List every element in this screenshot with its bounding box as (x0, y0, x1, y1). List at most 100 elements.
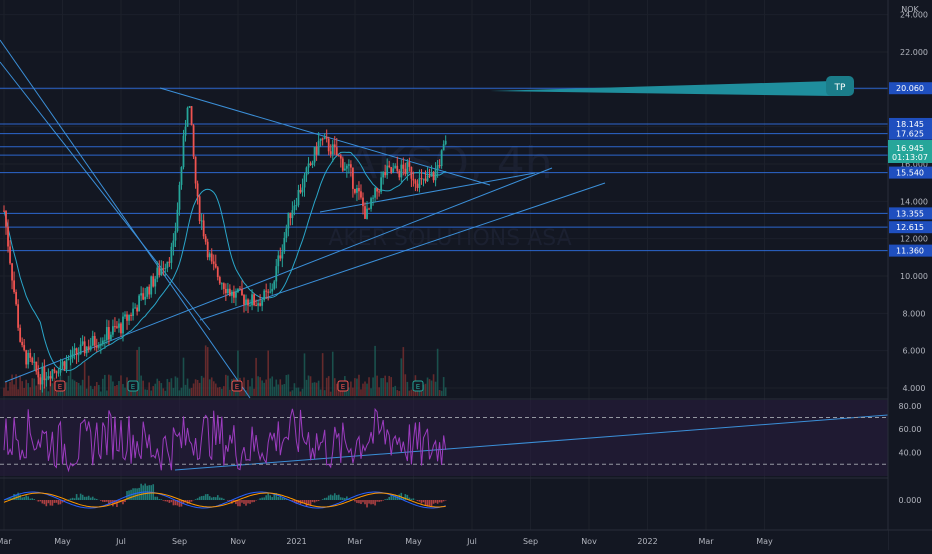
candle-body (74, 348, 76, 350)
macd-histogram-bar (90, 498, 92, 500)
candle-body (302, 188, 304, 193)
candle-body (348, 164, 350, 165)
volume-bar (263, 383, 265, 396)
candle-body (249, 305, 251, 306)
candle-body (56, 371, 58, 373)
volume-bar (336, 384, 338, 396)
candle-body (33, 362, 35, 363)
candle-body (45, 379, 47, 381)
candle-body (283, 238, 285, 252)
candle-body (132, 309, 134, 316)
macd-histogram-bar (358, 500, 360, 503)
candle-body (11, 263, 13, 280)
macd-histogram-bar (431, 500, 433, 506)
candle-body (217, 267, 219, 277)
volume-bar (300, 392, 302, 396)
volume-bar (314, 382, 316, 396)
volume-bar (271, 376, 273, 396)
candle-body (64, 361, 66, 369)
volume-bar (78, 383, 80, 396)
volume-bar (108, 375, 110, 396)
candle-body (144, 297, 146, 300)
time-tick-label: Jul (115, 537, 126, 546)
candle-body (154, 279, 156, 287)
volume-bar (175, 376, 177, 396)
volume-bar (86, 389, 88, 396)
volume-bar (386, 382, 388, 396)
macd-histogram-bar (104, 500, 106, 502)
volume-bar (161, 383, 163, 396)
candle-body (29, 353, 31, 358)
macd-histogram-bar (330, 495, 332, 500)
candle-body (245, 300, 247, 305)
candle-body (263, 291, 265, 300)
candle-body (443, 144, 445, 150)
candle-body (100, 344, 102, 346)
candle-body (76, 348, 78, 355)
candle-body (273, 281, 275, 288)
candle-body (78, 354, 80, 355)
volume-bar (80, 385, 82, 396)
macd-histogram-bar (271, 497, 273, 500)
macd-histogram-bar (251, 500, 253, 502)
volume-bar (112, 381, 114, 396)
candle-body (374, 188, 376, 198)
candle-body (251, 294, 253, 305)
candle-body (25, 350, 27, 364)
volume-bar (219, 387, 221, 396)
candle-body (215, 264, 217, 268)
candle-body (114, 326, 116, 327)
candle-body (160, 268, 162, 275)
volume-bar (19, 375, 21, 396)
volume-bar (403, 347, 405, 396)
volume-bar (187, 379, 189, 396)
volume-bar (259, 377, 261, 396)
volume-bar (425, 384, 427, 396)
candle-body (49, 376, 51, 378)
volume-bar (251, 378, 253, 396)
candle-body (126, 314, 128, 320)
macd-histogram-bar (247, 500, 249, 503)
time-axis[interactable] (0, 530, 888, 550)
volume-bar (7, 391, 9, 396)
macd-histogram-bar (441, 500, 443, 503)
volume-bar (376, 376, 378, 396)
volume-bar (169, 382, 171, 396)
candle-body (421, 178, 423, 179)
volume-bar (150, 391, 152, 396)
volume-bar (354, 378, 356, 396)
macd-histogram-bar (437, 500, 439, 504)
volume-bar (411, 390, 413, 396)
macd-histogram-bar (384, 499, 386, 500)
candle-body (175, 231, 177, 240)
macd-histogram-bar (50, 500, 52, 506)
macd-histogram-bar (72, 498, 74, 500)
volume-bar (318, 381, 320, 396)
macd-histogram-bar (54, 500, 56, 503)
volume-bar (100, 391, 102, 396)
time-tick-label: May (756, 537, 773, 546)
candle-body (209, 254, 211, 258)
volume-bar (201, 376, 203, 396)
macd-histogram-bar (344, 498, 346, 500)
macd-histogram-bar (241, 500, 243, 503)
volume-bar (140, 376, 142, 396)
level-price-label: 11.360 (896, 247, 924, 256)
macd-histogram-bar (203, 496, 205, 500)
volume-bar (181, 388, 183, 396)
macd-histogram-bar (76, 494, 78, 500)
candle-body (298, 190, 300, 205)
candle-body (185, 127, 187, 136)
candle-body (43, 367, 45, 380)
volume-bar (68, 376, 70, 396)
macd-histogram-bar (27, 496, 29, 500)
macd-histogram-bar (328, 496, 330, 500)
candle-body (350, 164, 352, 167)
candle-body (388, 166, 390, 167)
macd-histogram-bar (29, 499, 31, 500)
candle-body (203, 220, 205, 236)
earnings-label: E (58, 383, 62, 391)
